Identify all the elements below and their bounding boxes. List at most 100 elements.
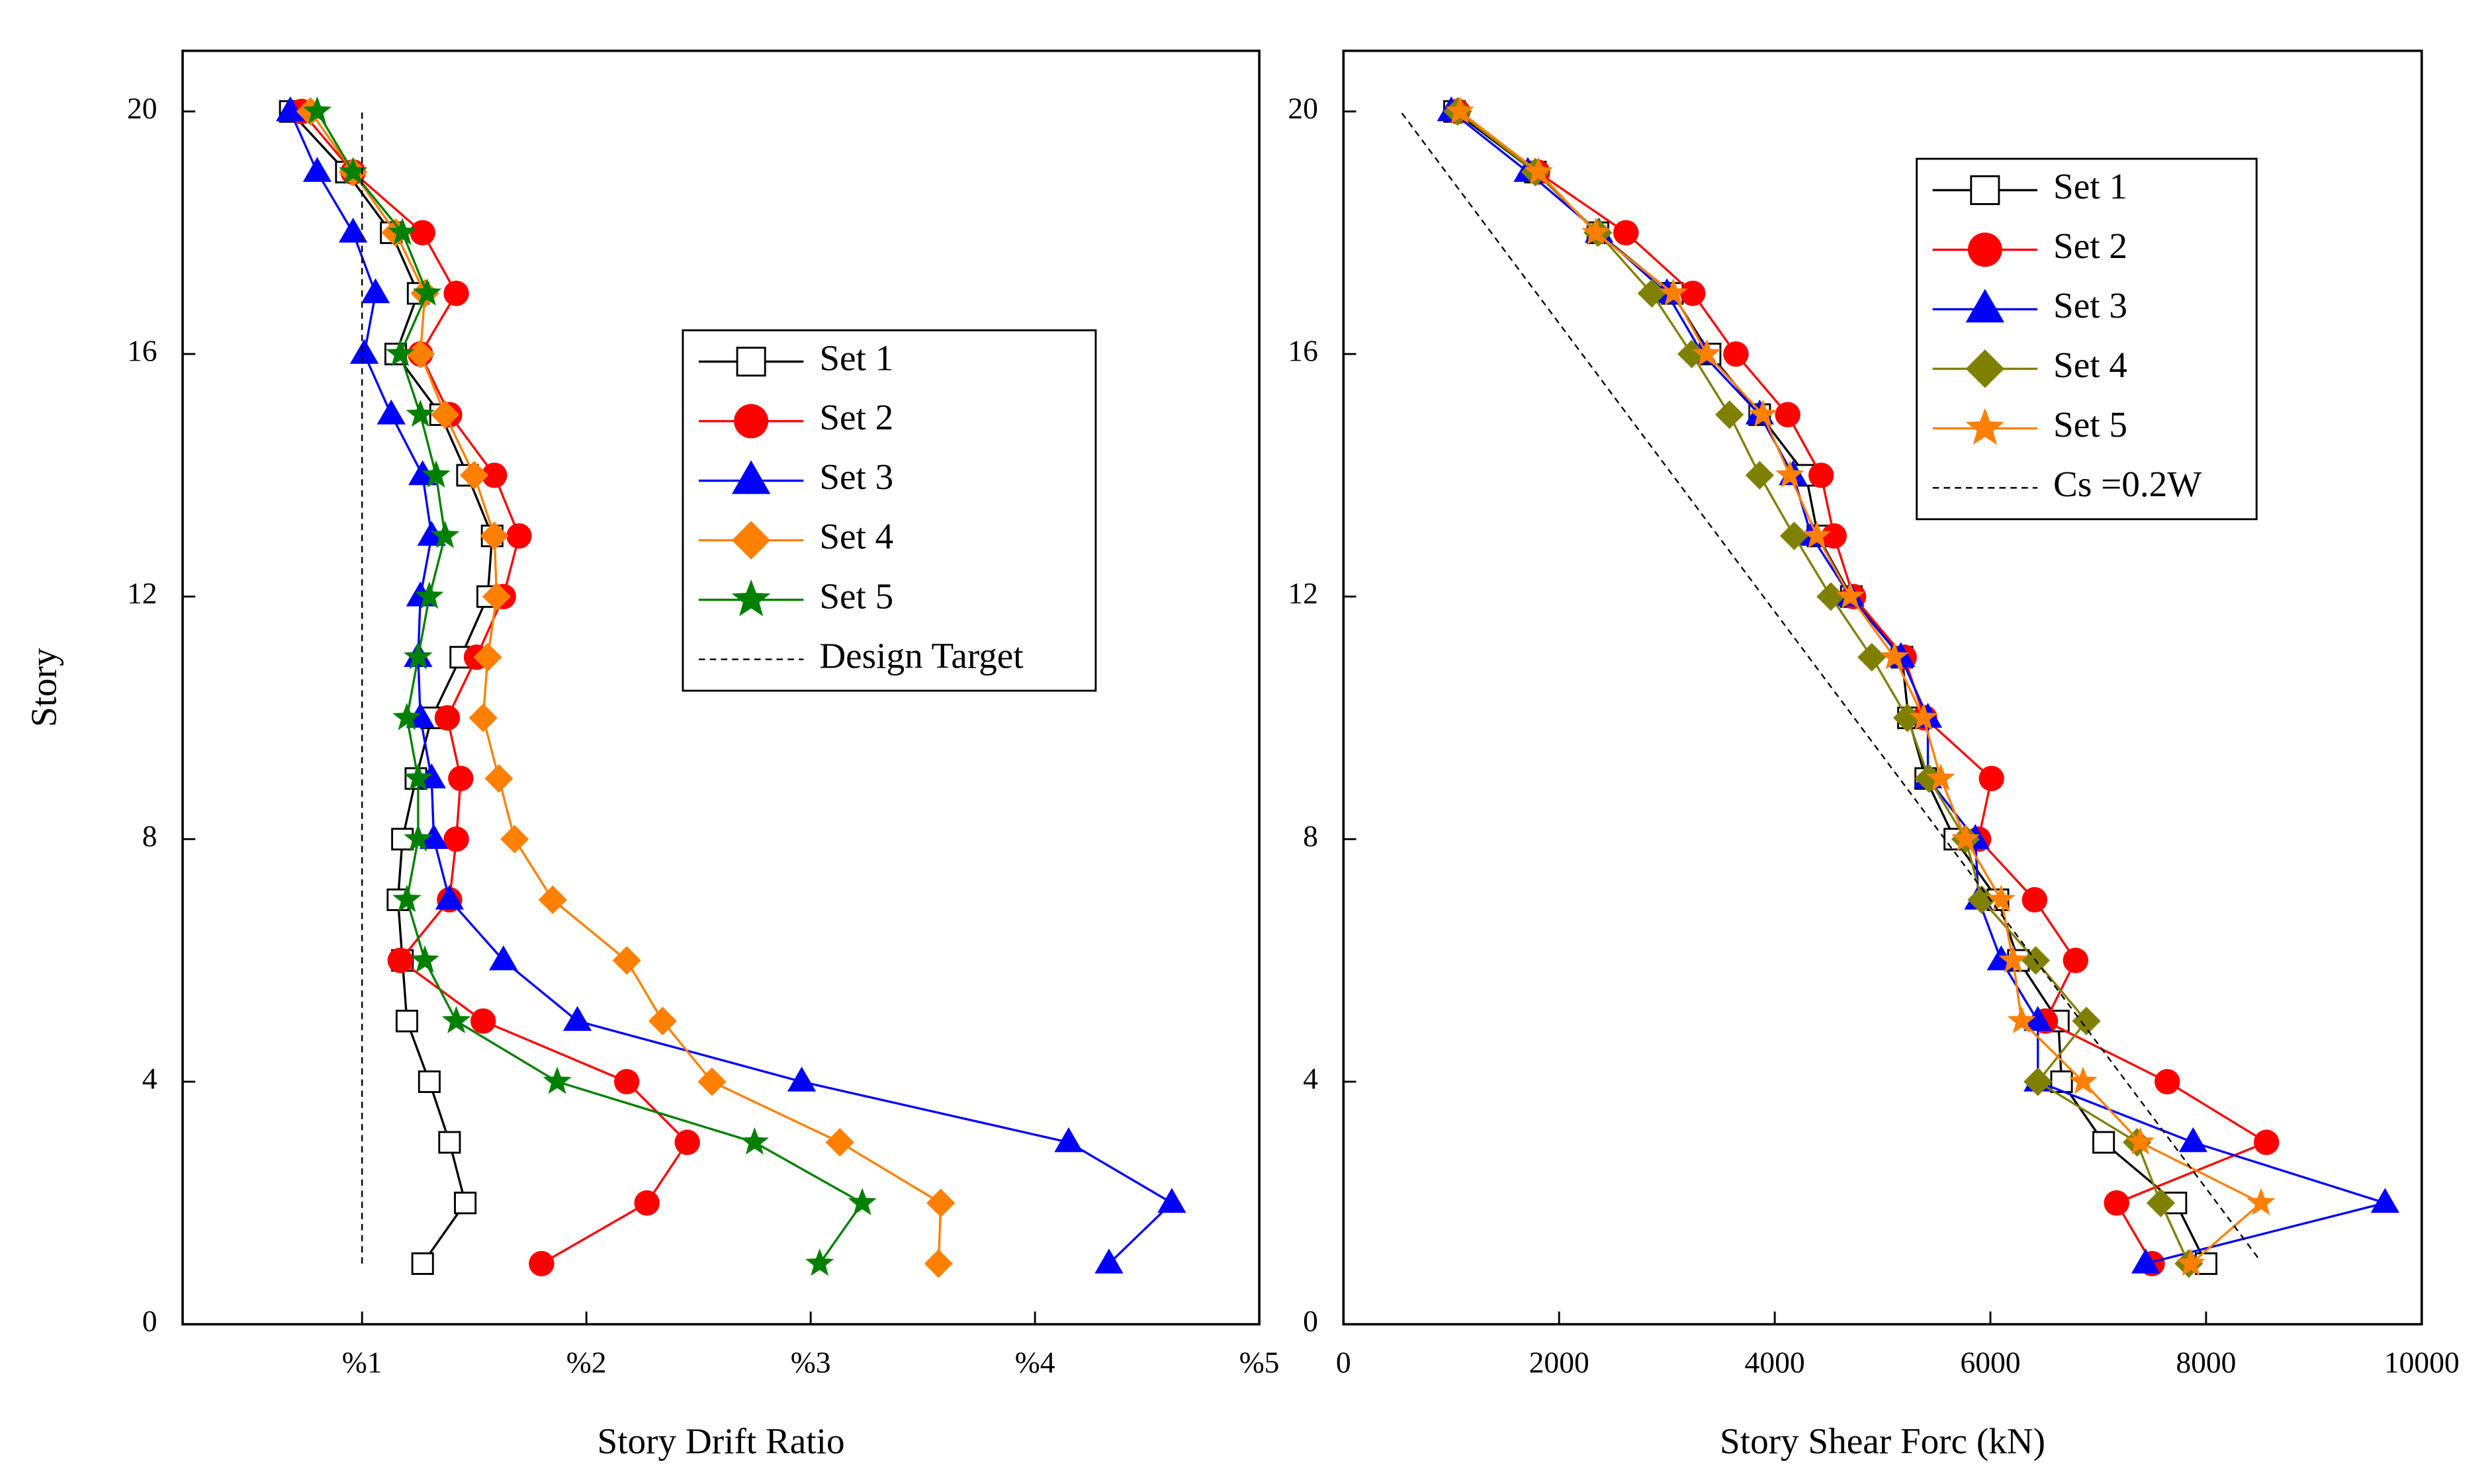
marker [1745,460,1774,490]
marker [480,521,509,550]
marker [1659,278,1688,306]
marker [1909,703,1938,730]
marker [338,157,368,185]
marker [2125,1127,2155,1155]
marker [410,220,435,245]
marker [448,765,474,791]
marker [2007,1006,2036,1033]
marker [1775,460,1804,488]
marker [1951,824,1980,851]
y-tick-label: 4 [1303,1061,1318,1095]
marker [1677,339,1707,369]
legend-label: Set 1 [819,337,893,378]
marker [412,278,442,306]
marker [2176,1248,2205,1276]
marker [460,460,489,490]
marker [1692,339,1722,367]
marker [1715,400,1744,429]
marker [422,460,451,488]
series-line [1456,110,2190,1264]
marker [388,217,417,245]
marker [1857,642,1887,672]
marker [634,1190,660,1216]
marker [736,347,766,377]
y-tick-label: 16 [127,334,157,368]
marker [500,824,529,853]
marker [2253,1129,2280,1155]
marker [404,642,433,670]
x-tick-label: %4 [1015,1345,1055,1379]
legend-label: Set 2 [2053,226,2127,266]
marker [2146,1188,2176,1217]
marker [415,581,444,609]
marker [562,1006,592,1031]
marker [1054,1127,1083,1153]
marker [435,885,465,910]
marker [404,824,433,851]
marker [349,339,379,364]
marker [1802,521,1832,548]
marker [612,946,641,975]
marker [434,705,461,731]
marker [787,1067,817,1092]
x-tick-label: %2 [566,1345,607,1379]
x-tick-label: 6000 [1960,1345,2020,1379]
marker [2155,1069,2180,1095]
marker [674,1129,700,1155]
marker [473,642,502,672]
y-tick-label: 16 [1288,334,1318,368]
marker [1808,462,1834,488]
marker [613,1069,640,1095]
marker [2072,1006,2101,1035]
x-tick-label: %3 [791,1345,831,1379]
marker [2246,1188,2276,1215]
marker [1892,703,1922,732]
legend-label: Set 3 [819,457,893,497]
y-tick-label: 12 [1288,576,1318,610]
legend-label: Set 3 [2053,285,2127,326]
marker [1965,408,2005,445]
marker [2131,1248,2160,1274]
marker [924,1249,953,1278]
series-line [289,110,1174,1265]
marker [697,1067,727,1096]
x-tick-label: 2000 [1529,1345,1589,1379]
marker [443,281,469,306]
marker [410,945,439,973]
marker [1094,1248,1124,1274]
marker [1880,642,1909,670]
marker [441,1006,471,1033]
marker [1979,765,2004,791]
marker [1157,1188,1186,1213]
marker [2023,1067,2053,1096]
marker [406,399,435,427]
marker [443,826,469,852]
legend-label: Set 5 [819,576,893,616]
marker [1445,96,1474,124]
marker [430,521,460,548]
y-tick-label: 8 [1303,819,1318,853]
marker [926,1188,956,1217]
x-tick-label: %1 [342,1345,382,1379]
x-tick-label: %5 [1239,1345,1280,1379]
legend-box [682,329,1097,692]
legend-box [1916,157,2258,521]
marker [734,404,769,439]
legend-label: Cs =0.2W [2053,464,2201,504]
marker [2023,1006,2053,1031]
x-tick-label: 0 [1336,1345,1351,1379]
marker [392,885,422,912]
marker [1926,763,1955,791]
marker [302,157,332,182]
y-tick-label: 20 [1288,91,1318,125]
y-tick-label: 4 [142,1061,157,1095]
legend-label: Design Target [819,635,1024,676]
marker [848,1188,877,1215]
marker [648,1006,678,1035]
plot-frame [181,49,1261,1326]
marker [1967,232,2002,267]
marker [302,96,332,124]
legend-label: Set 5 [2053,404,2127,445]
marker [377,399,406,425]
